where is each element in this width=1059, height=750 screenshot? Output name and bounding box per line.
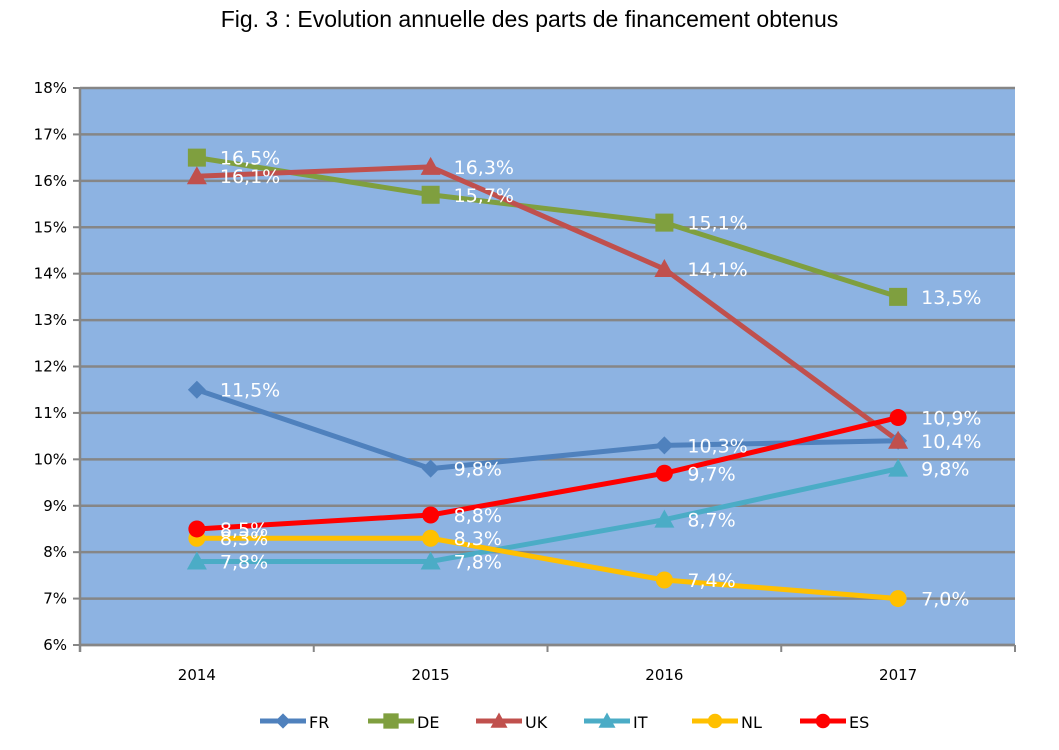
data-point-de	[421, 185, 440, 204]
data-label-it: 8,7%	[687, 510, 735, 532]
data-label-es: 8,5%	[220, 519, 268, 541]
data-point-nl	[889, 590, 907, 608]
legend-item-fr: FR	[260, 713, 329, 732]
data-point-de	[889, 287, 908, 306]
data-point-it	[888, 458, 909, 477]
data-label-de: 15,1%	[687, 213, 747, 235]
data-point-de	[655, 213, 674, 232]
y-tick-label: 6%	[43, 636, 67, 654]
legend-item-nl: NL	[692, 713, 762, 732]
data-point-es	[889, 409, 907, 427]
data-label-es: 9,7%	[687, 463, 735, 485]
y-tick-label: 13%	[34, 311, 67, 329]
chart-title: Fig. 3 : Evolution annuelle des parts de…	[220, 6, 839, 32]
legend-marker-de	[383, 713, 399, 729]
data-point-de	[187, 148, 206, 167]
data-point-uk	[888, 430, 909, 449]
x-tick-label: 2016	[645, 666, 683, 684]
data-point-fr	[187, 380, 206, 399]
x-tick-label: 2017	[879, 666, 917, 684]
legend-item-uk: UK	[476, 712, 548, 732]
y-tick-label: 12%	[34, 358, 67, 376]
data-label-de: 13,5%	[921, 287, 981, 309]
data-point-fr	[421, 459, 440, 478]
legend-label-nl: NL	[741, 713, 762, 732]
data-point-es	[422, 506, 440, 524]
data-label-uk: 16,1%	[220, 166, 280, 188]
legend: FR DE UK IT NL ES	[260, 712, 869, 732]
x-axis-ticks: 2014 2015 2016 2017	[79, 645, 1016, 684]
data-label-uk: 14,1%	[687, 259, 747, 281]
y-tick-label: 15%	[34, 218, 67, 236]
y-tick-label: 16%	[34, 172, 67, 190]
series-markers	[186, 148, 909, 608]
legend-marker-fr	[275, 713, 291, 729]
series-lines	[196, 155, 900, 602]
data-label-it: 9,8%	[921, 459, 969, 481]
data-point-it	[654, 509, 675, 528]
data-point-uk	[654, 259, 675, 278]
data-label-es: 8,8%	[454, 505, 502, 527]
legend-label-es: ES	[849, 713, 869, 732]
series-line-nl	[196, 535, 899, 602]
legend-label-de: DE	[417, 713, 439, 732]
data-label-fr: 10,4%	[921, 431, 981, 453]
x-tick-label: 2014	[178, 666, 216, 684]
legend-marker-es	[815, 713, 831, 729]
legend-item-es: ES	[800, 713, 869, 732]
data-point-it	[186, 551, 207, 570]
legend-label-uk: UK	[525, 713, 548, 732]
data-label-de: 15,7%	[454, 185, 514, 207]
data-point-nl	[655, 571, 673, 589]
data-point-uk	[420, 156, 441, 175]
y-tick-label: 10%	[34, 450, 67, 468]
series-line-it	[196, 466, 899, 564]
y-tick-label: 18%	[34, 79, 67, 97]
data-point-nl	[422, 529, 440, 547]
y-tick-label: 7%	[43, 590, 67, 608]
data-label-es: 10,9%	[921, 408, 981, 430]
data-label-fr: 10,3%	[687, 435, 747, 457]
y-axis-ticks: 6% 7% 8% 9% 10% 11% 12% 13% 14% 15% 16% 17% 18%	[34, 79, 80, 654]
data-label-de: 16,5%	[220, 148, 280, 170]
y-tick-label: 8%	[43, 543, 67, 561]
series-line-de	[196, 155, 899, 300]
legend-marker-nl	[707, 713, 723, 729]
data-label-nl: 8,3%	[220, 528, 268, 550]
legend-item-de: DE	[368, 713, 439, 732]
data-label-it: 7,8%	[220, 551, 268, 573]
data-labels: 11,5% 9,8% 10,3% 10,4% 16,5% 15,7% 15,1% 13,5% 1…	[220, 148, 982, 611]
data-label-fr: 11,5%	[220, 380, 280, 402]
series-line-uk	[196, 164, 900, 443]
y-tick-label: 9%	[43, 497, 67, 515]
legend-label-it: IT	[633, 713, 648, 732]
data-label-nl: 7,0%	[921, 589, 969, 611]
data-label-fr: 9,8%	[454, 459, 502, 481]
y-tick-label: 17%	[34, 125, 67, 143]
legend-item-it: IT	[584, 712, 648, 732]
data-point-es	[655, 464, 673, 482]
data-point-es	[188, 520, 206, 538]
y-tick-label: 11%	[34, 404, 67, 422]
data-point-fr	[655, 436, 674, 455]
data-point-uk	[186, 166, 207, 185]
data-label-nl: 8,3%	[454, 528, 502, 550]
x-tick-label: 2015	[412, 666, 450, 684]
legend-marker-it	[598, 712, 616, 728]
data-point-it	[420, 551, 441, 570]
series-line-es	[196, 415, 899, 532]
gridlines	[80, 86, 1015, 647]
data-label-uk: 16,3%	[454, 157, 514, 179]
legend-label-fr: FR	[309, 713, 329, 732]
y-tick-label: 14%	[34, 265, 67, 283]
data-label-nl: 7,4%	[687, 570, 735, 592]
legend-marker-uk	[490, 712, 508, 728]
data-label-it: 7,8%	[454, 551, 502, 573]
